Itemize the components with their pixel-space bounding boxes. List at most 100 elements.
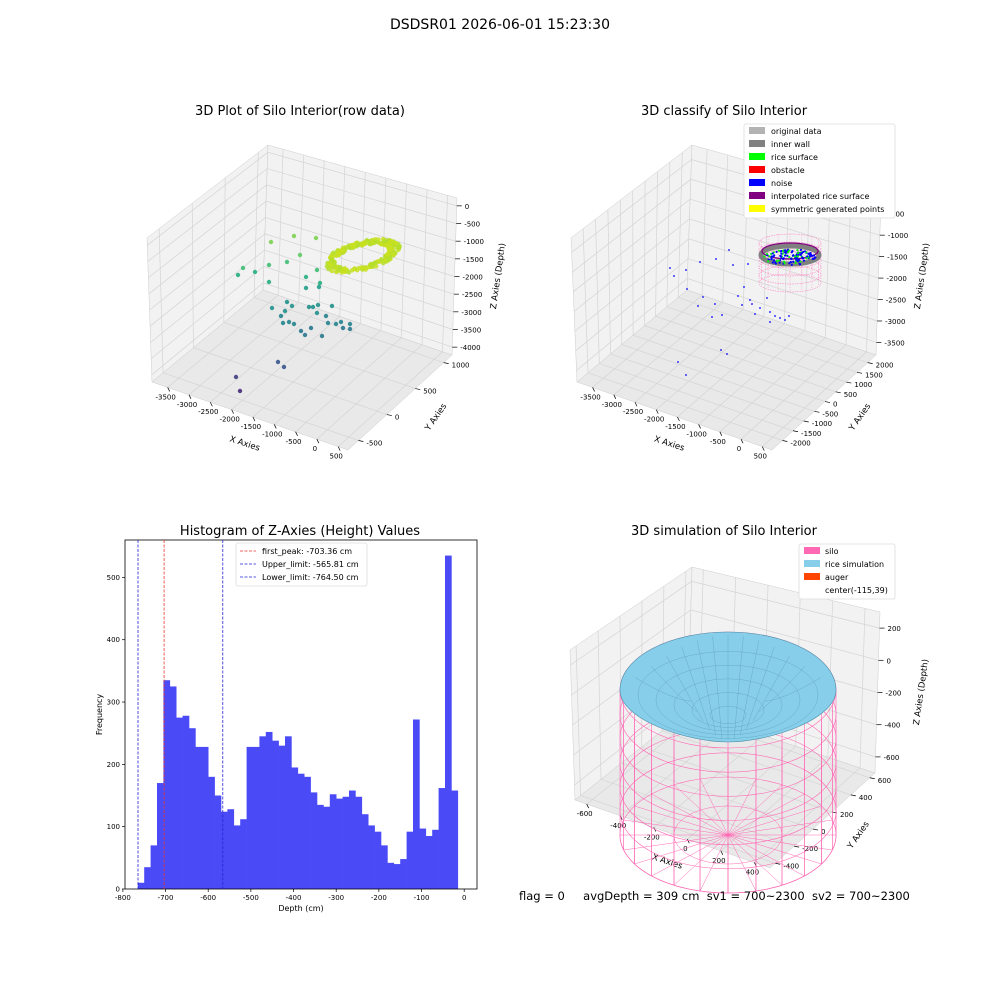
x-grid-line (167, 149, 284, 388)
z-tick-label: -2000 (886, 275, 906, 283)
x-grid-line (188, 154, 305, 396)
histogram-frame (124, 539, 478, 890)
raw-3d-plot: -3500-3000-2500-2000-1500-1000-5000500-5… (146, 144, 508, 461)
x-tick (167, 387, 170, 392)
classify-cluster-point (777, 259, 780, 262)
silo-front-base (619, 834, 837, 894)
classify-legend-label: rice surface (771, 153, 818, 162)
y-tick (443, 362, 449, 364)
raw-data-point (329, 303, 335, 309)
classify-cluster-point (787, 250, 790, 254)
y-tick (386, 414, 392, 416)
y-grid-line (666, 161, 858, 373)
histogram-bar (208, 776, 215, 889)
x-tick-label: 0 (737, 445, 741, 453)
classify-noise-point (784, 319, 786, 321)
x-grid-line (613, 154, 729, 396)
classify-cluster-point (763, 255, 766, 258)
classify-noise-point (715, 258, 717, 260)
classify-legend-swatch (749, 179, 765, 186)
y-grid-line (582, 228, 783, 441)
histogram-bar (387, 862, 395, 889)
histogram-bar (169, 686, 177, 889)
y-grid-line (595, 219, 794, 432)
classify-cluster-point (801, 256, 804, 259)
raw-data-point (297, 252, 303, 258)
x-tick (761, 446, 765, 451)
raw-data-point (289, 303, 295, 309)
raw-cluster-point (379, 256, 384, 262)
classify-cluster-point (775, 250, 778, 253)
z-tick-label: -3000 (461, 309, 481, 317)
x-tick (252, 416, 256, 422)
y-grid-line (191, 203, 387, 415)
histogram-bar (227, 809, 235, 889)
y-grid-line (253, 152, 444, 363)
classify-legend-label: interpolated rice surface (771, 192, 869, 201)
x-grid-line (762, 195, 872, 447)
raw-cluster-point (364, 265, 370, 270)
histogram-bar (221, 811, 228, 889)
z-tick-label: -600 (884, 754, 900, 762)
histogram-bar (240, 819, 247, 889)
raw-data-point (325, 320, 331, 326)
histogram-y-label: Frequency (95, 694, 104, 736)
classify-cluster-point (795, 259, 798, 262)
y-tick (846, 381, 852, 384)
raw-cluster-point (359, 265, 365, 270)
raw-data-point (286, 319, 292, 325)
classify-cluster-point (788, 255, 791, 259)
x-grid-line (698, 178, 811, 425)
raw-data-point (233, 374, 239, 380)
classify-noise-point (677, 361, 679, 363)
y-grid-line (632, 190, 826, 402)
histogram-bar (329, 794, 337, 889)
classify-cluster-point (767, 260, 770, 263)
z-tick-label: -2500 (462, 291, 482, 299)
histogram-bar (259, 736, 267, 889)
classify-noise-point (721, 314, 723, 316)
raw-cluster-point (388, 246, 394, 252)
y-axis-label: Y Axies (423, 401, 450, 433)
raw-data-point (316, 284, 322, 290)
y-tick-label: -1000 (812, 420, 832, 428)
raw-data-point (252, 269, 258, 275)
histogram-bar (214, 795, 222, 889)
rice-mesh-ring (673, 678, 783, 732)
x-tick-label: -1500 (665, 423, 685, 431)
raw-data-point (298, 328, 304, 334)
raw-cluster-point (339, 248, 345, 254)
classify-cluster-point (778, 261, 781, 264)
classify-noise-point (697, 305, 699, 307)
histogram-bar (381, 845, 388, 889)
classify-cluster-point (795, 257, 799, 260)
z-tick-label: -3000 (885, 318, 905, 326)
histogram-bar (425, 836, 433, 889)
z-tick-label: -200 (886, 690, 902, 698)
classify-cluster-point (784, 251, 787, 255)
rice-mesh-line (752, 655, 790, 722)
rice-mesh-line (764, 677, 821, 702)
histogram-bar (278, 745, 286, 889)
classify-cluster-point (783, 254, 787, 257)
classify-cluster-point (789, 260, 792, 264)
flag-value: flag = 0 (519, 889, 565, 903)
histogram-bar (285, 736, 292, 889)
histogram-x-tick-label: -100 (414, 894, 430, 902)
y-tick (856, 371, 863, 374)
histogram-bar (317, 804, 324, 889)
y-tick (803, 420, 809, 423)
x-tick-label: -1000 (262, 430, 282, 438)
raw-data-point (347, 326, 353, 332)
raw-cluster-point (385, 258, 391, 263)
simulation-legend: silo rice simulation auger center(-115,39) (798, 543, 896, 600)
classify-noise-point (737, 295, 739, 297)
classify-legend-box (743, 123, 896, 219)
classify-noise-point (685, 374, 687, 376)
rice-mesh-line (681, 646, 710, 730)
rice-mesh-ring (637, 651, 819, 739)
classify-cluster-point (782, 258, 785, 261)
plot-title-classify: 3D classify of Silo Interior (640, 104, 808, 119)
x-tick (188, 394, 192, 399)
raw-cluster-point (354, 267, 360, 273)
